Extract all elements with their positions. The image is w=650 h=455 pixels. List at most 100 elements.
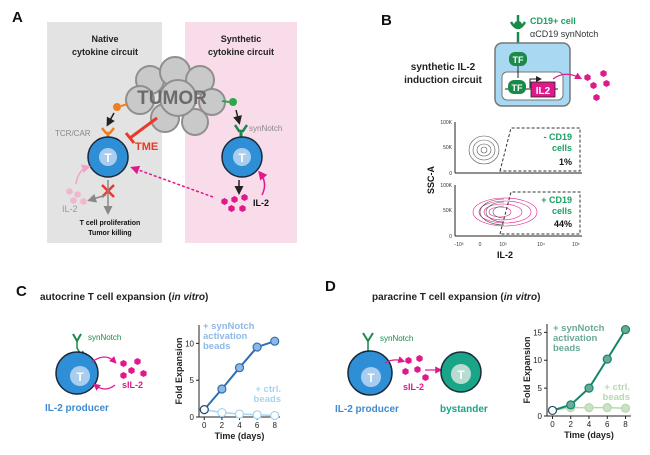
sil2-molecules-icon: [120, 358, 147, 379]
gate-label-1: - CD19: [543, 132, 572, 142]
data-point: [234, 363, 245, 373]
y-tick-label: 5: [538, 384, 543, 393]
native-title-2: cytokine circuit: [72, 47, 138, 57]
tumor-label: TUMOR: [137, 88, 207, 109]
data-point: [584, 383, 594, 393]
x-tick-label: 0: [202, 421, 207, 430]
series-label: + ctrl.: [604, 382, 630, 393]
panel-label-c: C: [16, 283, 27, 300]
contour-negative: [468, 135, 500, 165]
il2-label-right: IL-2: [253, 198, 269, 208]
data-point: [602, 403, 612, 413]
y-axis-label: Fold Expansion: [522, 336, 532, 403]
data-point: [252, 410, 262, 420]
data-point: [217, 384, 227, 394]
il2-label-left: IL-2: [62, 204, 78, 214]
series-label: + synNotch: [203, 321, 255, 332]
x-tick-label: 4: [237, 421, 242, 430]
x-tick-label: 2: [569, 420, 574, 429]
x-tick-label: 6: [605, 420, 610, 429]
tf-label: TF: [513, 55, 524, 65]
xtick: 10³: [499, 242, 507, 248]
tcr-car-label: TCR/CAR: [55, 129, 91, 138]
cd19-cell-label: CD19+ cell: [530, 16, 576, 26]
ytick: 0: [449, 171, 452, 177]
panel-a: A Native cytokine circuit Synthetic cyto…: [12, 9, 297, 243]
t-cell-letter: T: [457, 368, 465, 382]
synnotch-receptor-icon: [362, 332, 374, 343]
flow-plot-top: - CD19 cells 1% 0 50K 100K: [440, 120, 582, 177]
antigen-icon: [113, 103, 121, 111]
tf-icon: [509, 52, 527, 66]
x-axis-label: Time (days): [215, 431, 265, 441]
panel-b: B CD19+ cell αCD19 synNotch TF TF IL2 sy…: [381, 12, 610, 260]
data-point: [547, 405, 558, 416]
tme-inhibition-icon: [124, 116, 158, 144]
xtick: 0: [479, 242, 482, 248]
x-tick-label: 0: [550, 420, 555, 429]
data-point: [270, 410, 280, 421]
sil2-molecules-icon: [402, 355, 429, 381]
synthetic-title-1: Synthetic: [221, 34, 262, 44]
ytick: 0: [449, 234, 452, 240]
il2-gene-icon: [530, 81, 556, 98]
outcome-2: Tumor killing: [88, 230, 131, 237]
synthetic-title-2: cytokine circuit: [208, 47, 274, 57]
series-label: + synNotch: [553, 323, 605, 334]
panel-label-a: A: [12, 9, 23, 26]
synnotch-label-a: synNotch: [249, 124, 282, 133]
gate-label-2: cells: [552, 143, 572, 153]
native-title-1: Native: [91, 34, 118, 44]
xtick: -10³: [455, 242, 464, 248]
il2-molecules-icon: [584, 70, 610, 101]
t-cell-letter: T: [367, 371, 375, 385]
series-label: beads: [203, 341, 230, 352]
x-tick-label: 8: [623, 420, 628, 429]
synnotch-label-c: synNotch: [88, 333, 121, 342]
contour-positive: [472, 197, 538, 227]
series-label: + ctrl.: [255, 384, 281, 395]
flow-plot-bottom: + CD19 cells 44% 0 50K 100K -10³ 0 10³ 1…: [440, 183, 582, 248]
flow-xlabel: IL-2: [497, 250, 513, 260]
synnotch-receptor-icon: [72, 333, 82, 344]
y-tick-label: 10: [185, 339, 194, 348]
y-tick-label: 15: [533, 328, 542, 337]
x-tick-label: 6: [255, 421, 260, 430]
tme-label: TME: [135, 141, 158, 153]
data-point: [602, 354, 612, 364]
data-point: [234, 409, 245, 419]
outcome-1: T cell proliferation: [80, 220, 141, 227]
synthetic-antigen-icon: [229, 98, 237, 106]
sil2-label-d: sIL-2: [403, 382, 424, 392]
gate-percent: 1%: [559, 157, 572, 167]
t-cell-letter: T: [104, 151, 112, 165]
series-label: activation: [203, 331, 248, 342]
y-tick-label: 10: [533, 356, 542, 365]
ytick: 100K: [440, 120, 452, 126]
series-label: beads: [254, 394, 281, 405]
y-tick-label: 0: [538, 412, 543, 421]
t-cell-letter: T: [238, 151, 246, 165]
gate-label-1: + CD19: [541, 195, 572, 205]
ytick: 100K: [440, 183, 452, 189]
il2-gene-label: IL2: [536, 86, 551, 97]
bystander-label: bystander: [440, 404, 488, 415]
y-tick-label: 0: [190, 413, 195, 422]
x-tick-label: 2: [220, 421, 225, 430]
x-axis-label: Time (days): [564, 430, 614, 440]
tf-bound-label: TF: [512, 83, 523, 93]
data-point: [620, 403, 631, 413]
panel-d: D paracrine T cell expansion (in vitro) …: [325, 278, 540, 415]
data-point: [584, 403, 594, 413]
data-point: [566, 400, 576, 410]
paracrine-arrow: [130, 165, 214, 198]
tumor-icon: [125, 56, 226, 136]
il2-producer-label: IL-2 producer: [45, 403, 109, 414]
gate: [499, 191, 581, 235]
panel-d-title: paracrine T cell expansion (in vitro): [372, 292, 540, 303]
sil2-label-c: sIL-2: [122, 380, 143, 390]
series-label: beads: [603, 392, 630, 403]
ytick: 50K: [443, 208, 453, 214]
il2-producer-label: IL-2 producer: [335, 404, 399, 415]
